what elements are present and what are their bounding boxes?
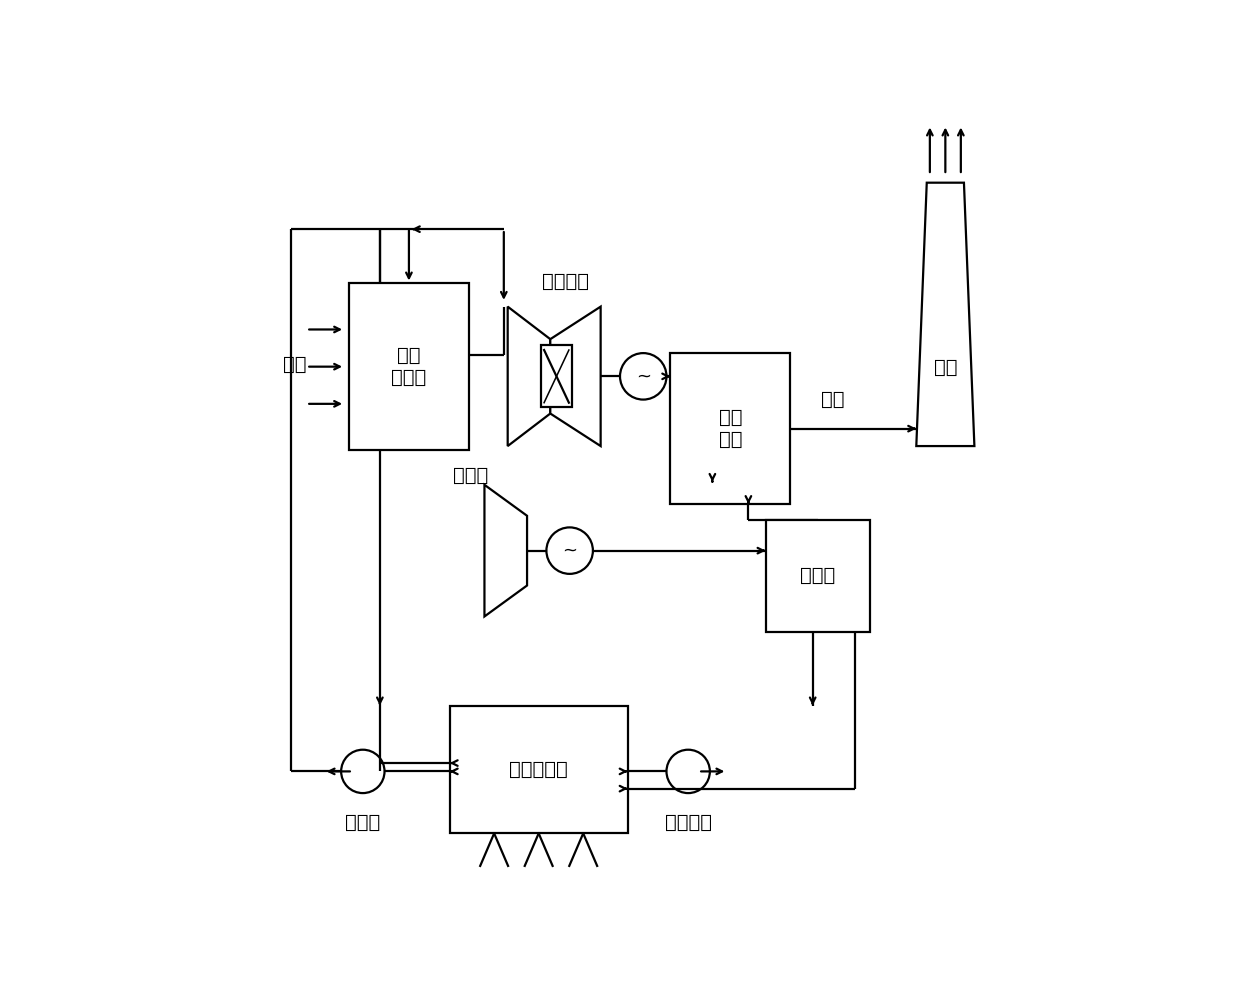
Polygon shape [485,485,527,617]
Bar [541,345,572,407]
Text: 冷却水泵: 冷却水泵 [665,813,712,831]
Polygon shape [916,183,975,446]
Text: 冷水泵: 冷水泵 [345,813,381,831]
Text: 空气
换热器: 空气 换热器 [392,346,427,387]
Text: ~: ~ [636,367,651,385]
Bar [765,520,870,632]
Text: 空气: 空气 [283,355,306,374]
Bar [671,353,790,504]
Text: 烟囱: 烟囱 [934,357,957,376]
Text: 吸收式热泵: 吸收式热泵 [510,760,568,779]
Polygon shape [507,307,551,446]
Text: ~: ~ [562,541,577,559]
Text: 燃气轮机: 燃气轮机 [542,273,589,291]
Text: 汽轮机: 汽轮机 [454,466,489,485]
Text: 凝汽器: 凝汽器 [800,566,836,585]
Polygon shape [551,307,600,446]
Text: 余热
锅炉: 余热 锅炉 [719,408,743,449]
Text: 烟气: 烟气 [821,390,844,408]
Bar [348,284,469,450]
Bar [450,705,627,833]
